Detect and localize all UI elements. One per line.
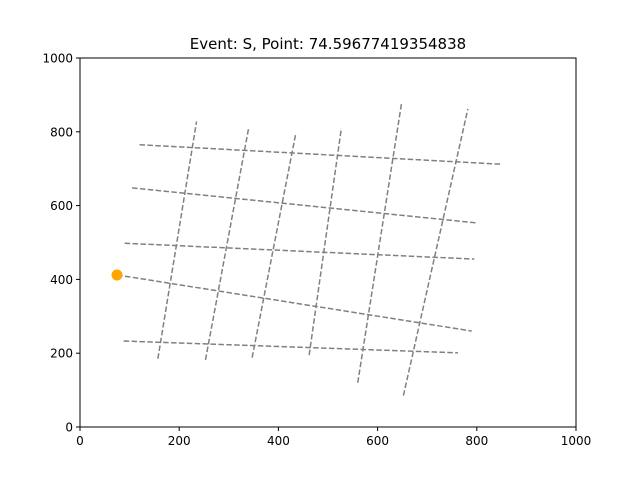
dashed-segment-7 xyxy=(204,127,250,360)
point-layer xyxy=(111,269,123,281)
event-point-marker xyxy=(111,269,123,281)
segments-layer xyxy=(117,104,502,396)
x-tick-label: 600 xyxy=(366,434,389,448)
dashed-segment-1 xyxy=(139,143,502,166)
x-axis-ticks: 0 200 400 600 800 1000 xyxy=(76,427,591,448)
dashed-segment-3 xyxy=(124,242,475,260)
dashed-segment-8 xyxy=(251,133,297,358)
y-tick-label: 600 xyxy=(50,199,73,213)
y-tick-label: 400 xyxy=(50,273,73,287)
x-tick-label: 0 xyxy=(76,434,84,448)
dashed-segment-4 xyxy=(117,274,472,332)
x-tick-label: 800 xyxy=(465,434,488,448)
y-axis-ticks: 0 200 400 600 800 1000 xyxy=(42,52,80,435)
dashed-segment-6 xyxy=(157,121,198,359)
y-tick-label: 200 xyxy=(50,347,73,361)
plot-frame xyxy=(79,57,577,428)
dashed-segment-5 xyxy=(123,340,458,354)
x-tick-label: 400 xyxy=(267,434,290,448)
y-tick-label: 800 xyxy=(50,125,73,139)
dashed-segment-11 xyxy=(402,108,469,396)
x-tick-label: 1000 xyxy=(561,434,592,448)
dashed-segment-2 xyxy=(132,187,477,224)
dashed-segment-9 xyxy=(308,128,343,356)
dashed-segment-10 xyxy=(357,104,403,383)
y-tick-label: 0 xyxy=(65,421,73,435)
chart-title: Event: S, Point: 74.59677419354838 xyxy=(190,35,466,53)
x-tick-label: 200 xyxy=(168,434,191,448)
y-tick-label: 1000 xyxy=(42,52,73,66)
